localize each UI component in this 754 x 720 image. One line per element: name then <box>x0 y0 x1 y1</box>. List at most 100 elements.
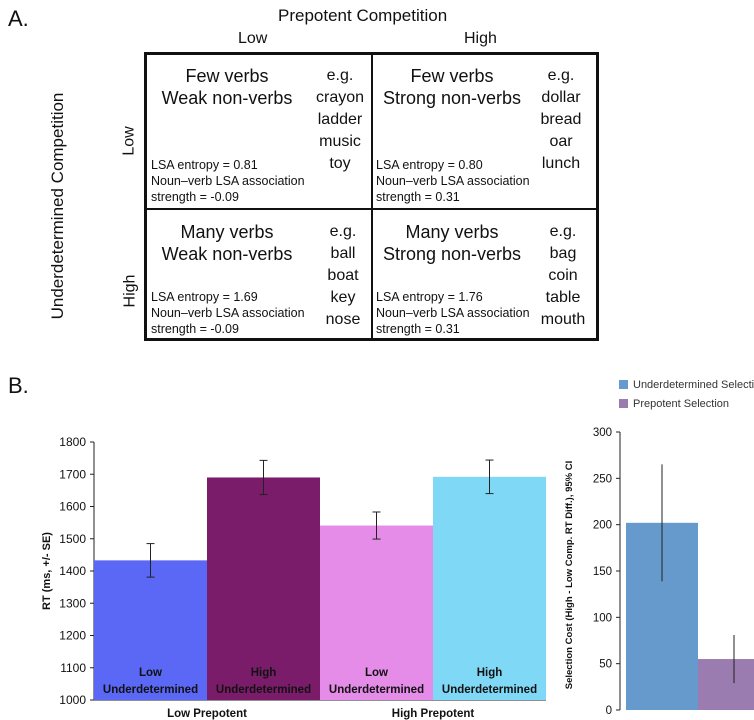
bar-label: Underdetermined <box>103 684 198 696</box>
bar <box>433 476 546 700</box>
example-eg: e.g. <box>326 67 354 84</box>
cell-title-line2: Strong non-verbs <box>382 244 522 264</box>
bar <box>320 525 433 700</box>
legend-swatch <box>619 380 628 389</box>
stat-strength: strength = 0.31 <box>376 190 460 204</box>
cell-title-line2: Weak non-verbs <box>161 244 293 264</box>
y-tick-label: 0 <box>606 705 612 717</box>
example-word: mouth <box>540 311 586 328</box>
y-tick-label: 1800 <box>59 435 86 449</box>
bar-label: Low <box>139 667 162 679</box>
stat-strength: strength = 0.31 <box>376 322 460 336</box>
stat-entropy: LSA entropy = 0.81 <box>151 158 258 172</box>
bar <box>207 477 320 700</box>
stat-entropy: LSA entropy = 1.76 <box>376 290 483 304</box>
cell-low-underdetermined-high-prepotent: Few verbs Strong non-verbs e.g. dollar b… <box>371 52 599 210</box>
example-word: ladder <box>317 111 363 128</box>
bar <box>94 560 207 700</box>
example-word: oar <box>549 133 573 150</box>
rt-bar-chart: 1000 1100 1200 1300 1400 1500 1600 1700 1800 RT (… <box>41 435 546 720</box>
legend-label: Prepotent Selection <box>633 398 729 410</box>
example-word: toy <box>329 155 351 172</box>
y-axis-label: RT (ms, +/- SE) <box>41 532 53 610</box>
y-tick-label: 1600 <box>59 500 86 514</box>
y-tick-label: 300 <box>593 427 612 439</box>
stat-association-label: Noun–verb LSA association <box>151 306 305 320</box>
cell-title: Many verbs Weak non-verbs <box>147 221 307 265</box>
underdetermined-axis-title: Underdetermined Competition <box>48 92 67 320</box>
example-word: music <box>319 133 361 150</box>
col-label-high: High <box>464 30 497 47</box>
y-tick-label: 50 <box>599 659 612 671</box>
example-eg: e.g. <box>549 223 577 240</box>
cell-title-line1: Few verbs <box>185 66 269 86</box>
y-tick-label: 1700 <box>59 467 86 481</box>
cell-stats: LSA entropy = 1.76 Noun–verb LSA associa… <box>376 289 530 337</box>
bar-label: Underdetermined <box>216 684 311 696</box>
cell-title-line2: Strong non-verbs <box>382 88 522 108</box>
stat-strength: strength = -0.09 <box>151 190 239 204</box>
y-tick-label: 1100 <box>60 661 86 675</box>
y-tick-label: 250 <box>593 473 612 485</box>
bar-label: Underdetermined <box>329 684 424 696</box>
group-label: Low Prepotent <box>167 708 247 720</box>
group-label: High Prepotent <box>392 708 475 720</box>
stat-association-label: Noun–verb LSA association <box>376 306 530 320</box>
example-eg: e.g. <box>547 67 575 84</box>
stat-association-label: Noun–verb LSA association <box>376 174 530 188</box>
example-word: ball <box>330 245 356 262</box>
stat-strength: strength = -0.09 <box>151 322 239 336</box>
stat-entropy: LSA entropy = 0.80 <box>376 158 483 172</box>
cell-examples: e.g. bag coin table mouth <box>532 221 594 331</box>
cell-examples: e.g. dollar bread oar lunch <box>528 65 594 175</box>
example-eg: e.g. <box>329 223 357 240</box>
row-label-low: Low <box>120 126 138 156</box>
cell-title: Few verbs Weak non-verbs <box>147 65 307 109</box>
cell-title-line1: Few verbs <box>410 66 494 86</box>
bar-label: Low <box>365 667 388 679</box>
bar-label: High <box>477 667 503 679</box>
bar <box>698 659 754 710</box>
cell-title-line1: Many verbs <box>405 222 499 242</box>
cell-title: Many verbs Strong non-verbs <box>372 221 532 265</box>
y-tick-label: 150 <box>593 566 612 578</box>
cell-high-underdetermined-high-prepotent: Many verbs Strong non-verbs e.g. bag coi… <box>371 208 599 341</box>
y-tick-label: 200 <box>593 520 612 532</box>
cell-title-line1: Many verbs <box>180 222 274 242</box>
bar-label: Underdetermined <box>442 684 537 696</box>
panel-b-label: B. <box>8 373 29 398</box>
bar-label: High <box>251 667 277 679</box>
cell-high-underdetermined-low-prepotent: Many verbs Weak non-verbs e.g. ball boat… <box>144 208 373 341</box>
example-word: boat <box>327 267 359 284</box>
cell-title: Few verbs Strong non-verbs <box>372 65 532 109</box>
example-word: crayon <box>315 89 365 106</box>
example-word: dollar <box>541 89 581 106</box>
example-word: table <box>545 289 581 306</box>
example-word: nose <box>325 311 361 328</box>
stat-association-label: Noun–verb LSA association <box>151 174 305 188</box>
y-tick-label: 1400 <box>59 564 86 578</box>
example-word: coin <box>548 267 578 284</box>
selection-cost-chart: Underdetermined Selection Prepotent Selec… <box>564 379 754 717</box>
cell-stats: LSA entropy = 0.80 Noun–verb LSA associa… <box>376 157 530 205</box>
cell-examples: e.g. ball boat key nose <box>315 221 371 331</box>
col-label-low: Low <box>238 30 268 47</box>
cell-stats: LSA entropy = 1.69 Noun–verb LSA associa… <box>151 289 305 337</box>
y-tick-label: 100 <box>593 612 612 624</box>
y-tick-label: 1300 <box>59 596 86 610</box>
example-word: lunch <box>541 155 581 172</box>
cell-title-line2: Weak non-verbs <box>161 88 293 108</box>
legend-swatch <box>619 399 628 408</box>
prepotent-axis-title: Prepotent Competition <box>278 6 448 25</box>
y-tick-label: 1500 <box>59 532 86 546</box>
example-word: bread <box>540 111 582 128</box>
panel-a-label: A. <box>8 6 29 31</box>
cell-low-underdetermined-low-prepotent: Few verbs Weak non-verbs e.g. crayon lad… <box>144 52 373 210</box>
y-axis-label: Selection Cost (High - Low Comp. RT Diff… <box>564 461 575 690</box>
cell-stats: LSA entropy = 0.81 Noun–verb LSA associa… <box>151 157 305 205</box>
y-tick-label: 1000 <box>59 693 86 707</box>
example-word: bag <box>549 245 577 262</box>
example-word: key <box>330 289 356 306</box>
row-label-high: High <box>121 274 139 308</box>
cell-examples: e.g. crayon ladder music toy <box>305 65 375 175</box>
